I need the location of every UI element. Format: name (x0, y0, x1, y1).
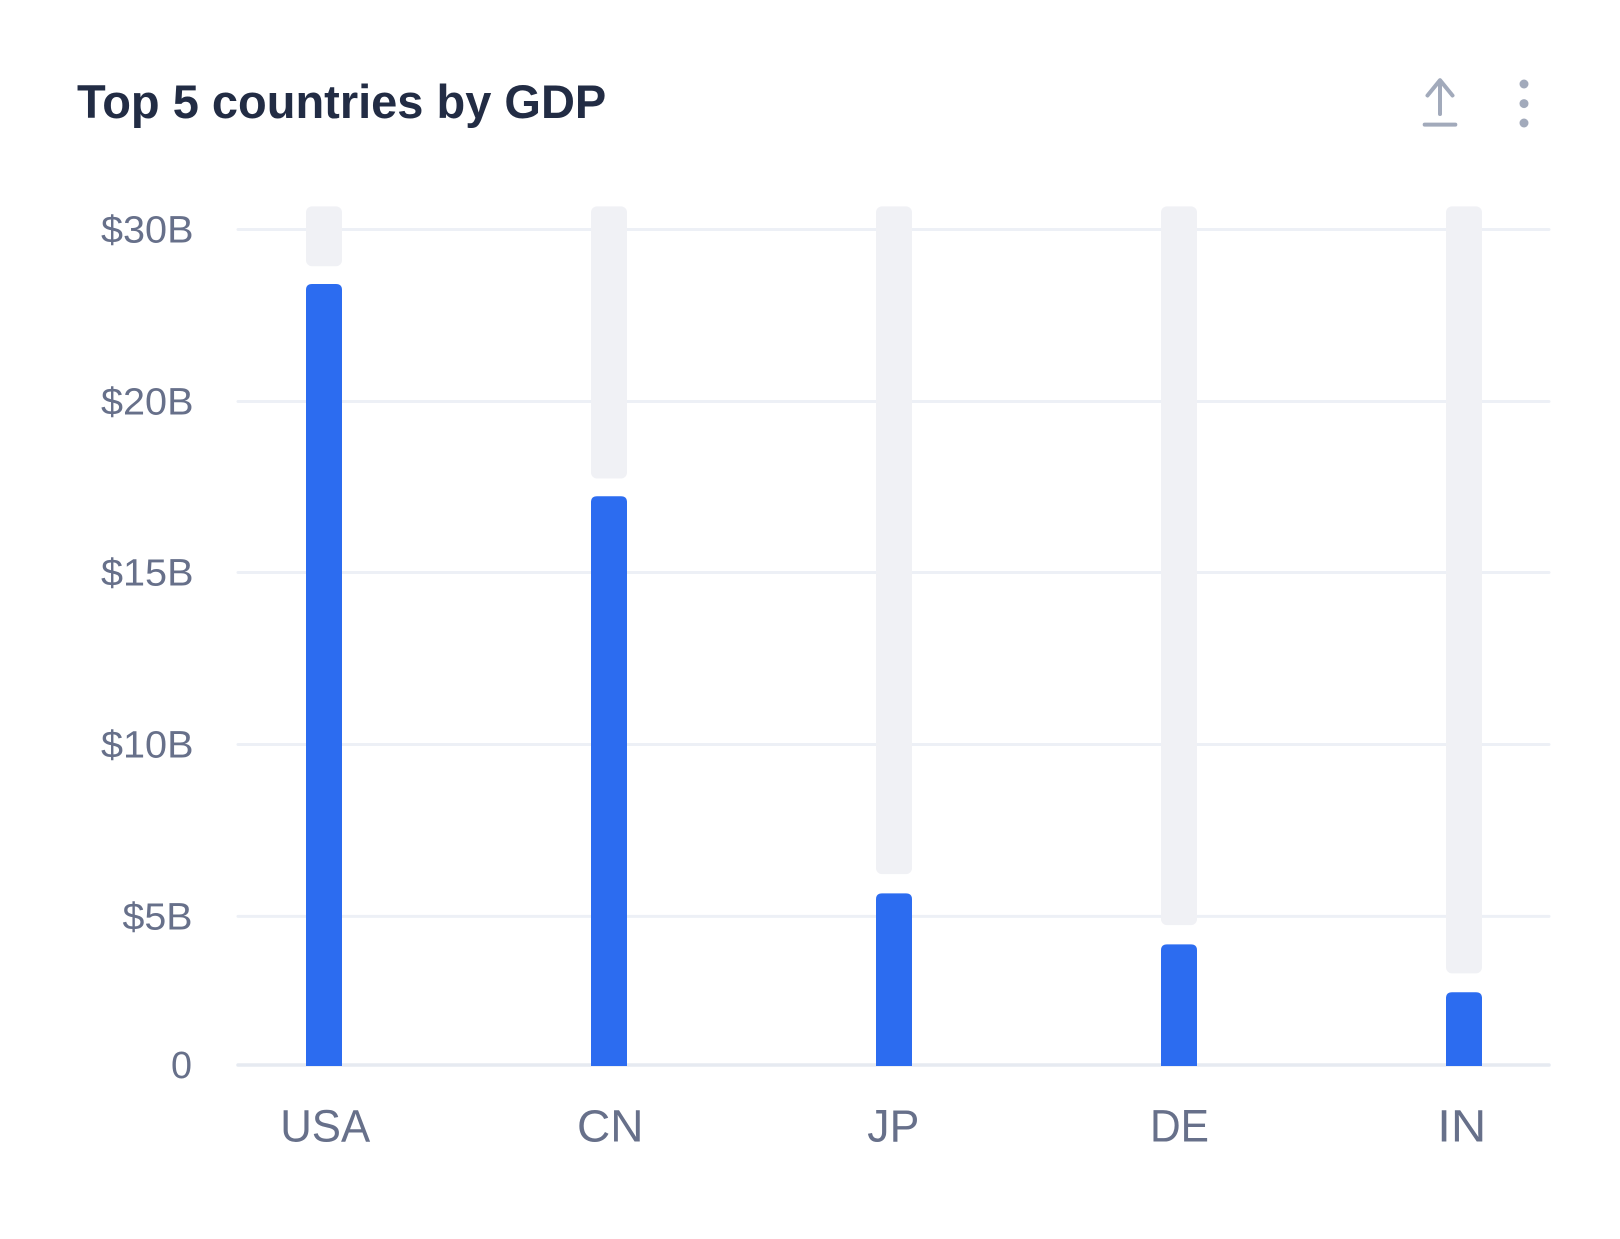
svg-text:DE: DE (1150, 1101, 1209, 1152)
svg-text:$15B: $15B (101, 553, 194, 595)
svg-text:IN: IN (1437, 1101, 1486, 1152)
svg-text:$30B: $30B (101, 210, 194, 252)
svg-text:CN: CN (577, 1101, 644, 1152)
svg-text:$20B: $20B (101, 382, 194, 424)
svg-text:$10B: $10B (101, 725, 194, 767)
svg-text:$5B: $5B (123, 896, 193, 938)
svg-text:0: 0 (171, 1045, 192, 1087)
svg-text:USA: USA (280, 1101, 371, 1152)
svg-text:JP: JP (867, 1101, 919, 1152)
